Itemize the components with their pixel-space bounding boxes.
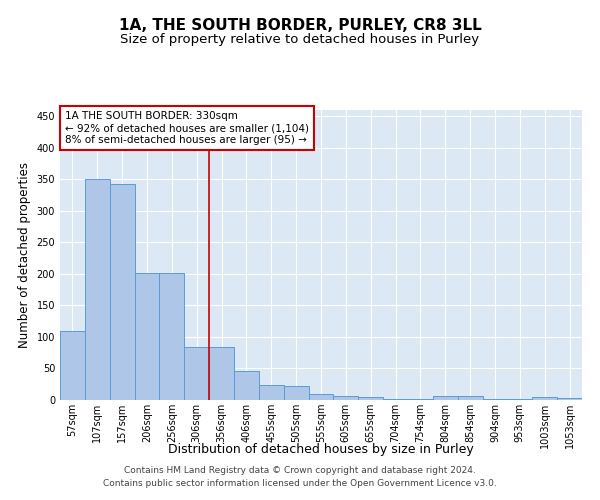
Bar xyxy=(284,386,308,400)
Y-axis label: Number of detached properties: Number of detached properties xyxy=(18,162,31,348)
Bar xyxy=(358,397,383,400)
Bar xyxy=(408,398,433,400)
Text: Contains HM Land Registry data © Crown copyright and database right 2024.
Contai: Contains HM Land Registry data © Crown c… xyxy=(103,466,497,487)
Text: 1A, THE SOUTH BORDER, PURLEY, CR8 3LL: 1A, THE SOUTH BORDER, PURLEY, CR8 3LL xyxy=(119,18,481,32)
Bar xyxy=(532,398,557,400)
Bar xyxy=(209,347,234,400)
Bar xyxy=(482,398,508,400)
Bar xyxy=(110,184,134,400)
Bar xyxy=(557,398,582,400)
Bar xyxy=(184,347,209,400)
Bar xyxy=(85,180,110,400)
Bar xyxy=(458,396,482,400)
Bar xyxy=(308,394,334,400)
Text: Size of property relative to detached houses in Purley: Size of property relative to detached ho… xyxy=(121,32,479,46)
Bar xyxy=(60,330,85,400)
Bar xyxy=(160,272,184,400)
Bar xyxy=(234,371,259,400)
Bar xyxy=(334,396,358,400)
Bar xyxy=(508,398,532,400)
Bar xyxy=(259,385,284,400)
Bar xyxy=(383,398,408,400)
Bar xyxy=(433,396,458,400)
Text: Distribution of detached houses by size in Purley: Distribution of detached houses by size … xyxy=(168,442,474,456)
Bar xyxy=(134,272,160,400)
Text: 1A THE SOUTH BORDER: 330sqm
← 92% of detached houses are smaller (1,104)
8% of s: 1A THE SOUTH BORDER: 330sqm ← 92% of det… xyxy=(65,112,309,144)
